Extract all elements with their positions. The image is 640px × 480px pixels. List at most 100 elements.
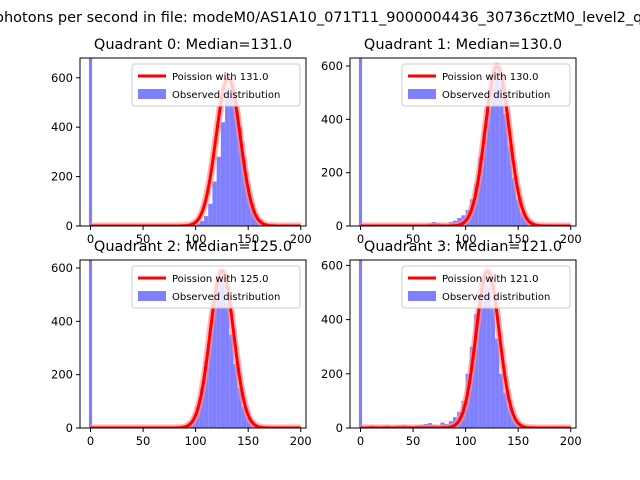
quadrant-2-bar [208,332,213,428]
quadrant-2-bar-zero [88,260,93,428]
quadrant-2-bar [204,361,209,428]
x-tick-label: 150 [237,434,259,448]
legend-hist-label: Observed distribution [172,292,280,303]
y-tick-label: 600 [321,258,343,272]
quadrant-1-fit-line [360,64,572,226]
quadrant-2-bar [241,406,247,428]
quadrant-2-bar [220,270,226,428]
quadrant-1-bar [503,114,508,226]
quadrant-1-bar [507,146,512,226]
y-tick-label: 200 [51,368,73,382]
y-tick-label: 200 [51,170,73,184]
quadrant-3-bar [495,338,500,428]
legend-hist-label: Observed distribution [442,90,550,101]
quadrant-0-plot-area [88,58,304,226]
quadrant-2-bar [229,334,234,428]
legend-hist-swatch [408,89,436,99]
quadrant-0-legend: Poission with 131.0 Observed distribution [131,63,301,107]
x-tick-label: 200 [560,232,582,246]
legend-hist-swatch [138,89,166,99]
legend-box [131,63,301,107]
y-tick-label: 400 [321,313,343,327]
quadrant-3-panel: 0 50 100 150 200 0 200 400 600 Quadrant 3: Median… [321,239,582,448]
quadrant-1-legend: Poission with 130.0 Observed distribution [401,63,571,107]
legend-hist-label: Observed distribution [442,292,550,303]
quadrant-3-bar [507,406,512,428]
quadrant-3-bar [499,373,504,428]
x-tick-label: 150 [507,434,529,448]
quadrant-3-title: Quadrant 3: Median=121.0 [364,239,562,255]
x-tick-label: 0 [87,434,94,448]
y-tick-label: 0 [336,219,343,233]
quadrant-1-bar [499,82,504,226]
y-tick-label: 200 [321,367,343,381]
quadrant-0-bar [237,127,242,226]
x-tick-label: 100 [185,434,207,448]
y-tick-label: 400 [51,120,73,134]
quadrant-1-bar [490,87,496,226]
y-tick-label: 600 [51,261,73,275]
quadrant-0-panel: 0 50 100 150 200 0 200 400 600 Quadrant 0: Median… [51,37,312,246]
quadrant-2-bar [216,276,221,428]
quadrant-0-bar [220,122,226,226]
quadrant-1-panel: 0 50 100 150 200 0 200 400 600 Quadrant 1: Median… [321,37,582,246]
y-tick-label: 0 [66,219,73,233]
legend-box [401,265,571,309]
quadrant-1-bar [516,199,521,226]
x-tick-label: 200 [560,434,582,448]
y-tick-label: 0 [336,421,343,435]
quadrant-3-plot-area [358,260,574,428]
quadrant-0-bar [233,95,238,226]
quadrant-3-fit-line [360,269,572,428]
quadrant-0-bar [246,186,251,226]
y-tick-label: 400 [51,314,73,328]
quadrant-3-bar [478,281,483,428]
quadrant-3-axes-frame [349,259,577,429]
quadrant-0-bar-zero [88,58,93,226]
x-tick-label: 50 [136,434,151,448]
quadrant-0-bar [225,87,230,226]
quadrant-2-bar [212,300,217,428]
x-tick-label: 200 [290,434,312,448]
quadrant-1-bar [511,178,517,226]
legend-box [131,265,301,309]
x-tick-label: 0 [87,232,94,246]
quadrant-3-bar [490,308,496,428]
legend-fit-label: Poission with 130.0 [442,72,538,83]
y-tick-label: 200 [321,166,343,180]
x-tick-label: 0 [357,434,364,448]
quadrant-0-bar [199,221,205,226]
x-tick-label: 0 [357,232,364,246]
quadrant-3-bar [474,314,479,428]
legend-hist-swatch [138,291,166,301]
quadrant-3-bar [503,392,508,428]
quadrant-0-bar [204,216,209,226]
quadrant-2-title: Quadrant 2: Median=125.0 [94,239,292,255]
quadrant-2-bar [225,302,230,428]
quadrant-2-bar [233,364,238,428]
x-tick-label: 200 [290,232,312,246]
x-tick-label: 100 [185,232,207,246]
x-tick-label: 50 [136,232,151,246]
x-tick-label: 50 [406,232,421,246]
legend-hist-label: Observed distribution [172,90,280,101]
quadrant-1-bar [520,212,525,226]
quadrant-2-legend: Poission with 125.0 Observed distribution [131,265,301,309]
quadrant-2-axes-frame [79,259,307,429]
quadrant-3-legend: Poission with 121.0 Observed distribution [401,265,571,309]
quadrant-0-fit-line [90,76,302,226]
figure-title: Histogram of photons per second in file:… [0,10,640,26]
legend-fit-label: Poission with 121.0 [442,274,538,285]
quadrant-2-bar [199,388,205,428]
quadrant-0-bar [212,181,217,226]
quadrant-1-title: Quadrant 1: Median=130.0 [364,37,562,53]
y-tick-label: 600 [51,71,73,85]
y-tick-label: 600 [321,59,343,73]
quadrant-1-bar [495,66,500,226]
quadrant-0-bar [241,159,247,226]
y-tick-label: 0 [66,421,73,435]
legend-fit-label: Poission with 125.0 [172,274,268,285]
quadrant-0-bar [216,156,221,226]
quadrant-1-bar [478,156,483,226]
